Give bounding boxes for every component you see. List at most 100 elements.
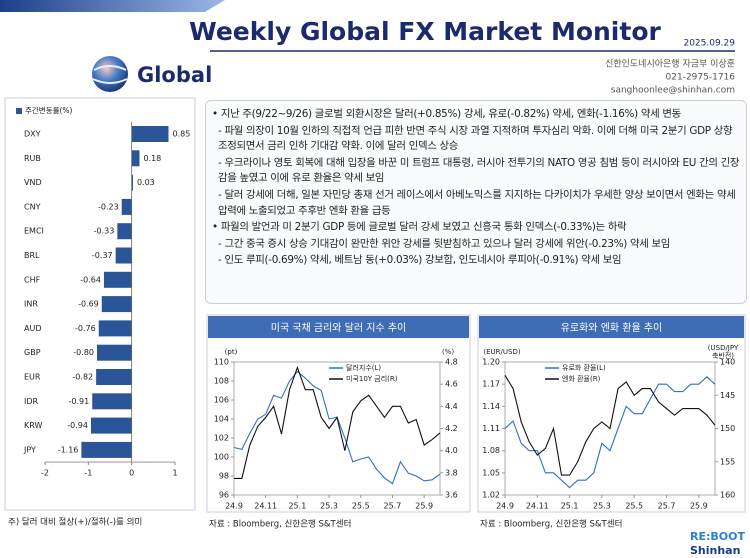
x-tick-label: 24.9 bbox=[225, 502, 243, 511]
value-label: -0.76 bbox=[75, 324, 96, 333]
data-line bbox=[504, 376, 716, 489]
bar bbox=[131, 126, 169, 142]
value-label: -0.80 bbox=[73, 348, 94, 357]
legend-label: 미국10Y 금리(R) bbox=[346, 374, 398, 383]
category-label: CHF bbox=[24, 275, 41, 284]
bar bbox=[97, 344, 132, 361]
chart-source: 자료 : Bloomberg, 신한은행 S&T센터 bbox=[480, 519, 622, 530]
y2-tick-label: 4.2 bbox=[445, 424, 458, 433]
x-tick-label: 25.7 bbox=[658, 502, 676, 511]
category-label: IDR bbox=[24, 397, 39, 406]
bar bbox=[96, 369, 132, 385]
bar bbox=[131, 150, 140, 167]
header-band bbox=[0, 0, 225, 12]
commentary-line: - 그간 중국 증시 상승 기대감이 완만한 위안 강세를 뒷받침하고 있으나 … bbox=[218, 237, 671, 250]
y2-tick-label: 4.6 bbox=[445, 380, 458, 389]
chart-title-band bbox=[208, 316, 469, 338]
contact-phone: 021-2975-1716 bbox=[666, 73, 736, 83]
value-label: -1.16 bbox=[58, 445, 79, 454]
chart-source: 자료 : Bloomberg, 신한은행 S&T센터 bbox=[209, 519, 351, 530]
y-unit: (EUR/USD) bbox=[483, 348, 520, 356]
globe-icon bbox=[92, 65, 128, 84]
value-label: -0.69 bbox=[78, 300, 99, 309]
value-label: -0.23 bbox=[98, 202, 119, 211]
y-tick-label: 110 bbox=[214, 358, 229, 367]
y2-tick-label: 3.6 bbox=[445, 491, 458, 500]
bar bbox=[90, 417, 132, 434]
value-label: -0.33 bbox=[94, 227, 115, 236]
chart-note: 주) 달러 대비 절상(+)/절하(-)를 의미 bbox=[8, 517, 142, 528]
y-tick-label: 100 bbox=[214, 453, 229, 462]
value-label: 0.18 bbox=[143, 154, 161, 163]
y2-unit: 축반전) bbox=[712, 351, 734, 360]
x-tick-label: 24.11 bbox=[254, 502, 277, 511]
data-line bbox=[234, 365, 441, 479]
chart-panel bbox=[206, 314, 471, 513]
legend-label: 유로화 환율(L) bbox=[562, 363, 606, 372]
legend-swatch bbox=[16, 108, 22, 114]
bar bbox=[81, 441, 132, 458]
category-label: GBP bbox=[24, 348, 41, 357]
plot-frame bbox=[233, 361, 441, 496]
legend-label: 주간변동률(%) bbox=[25, 105, 73, 115]
category-label: EUR bbox=[24, 373, 41, 382]
x-tick-label: 25.5 bbox=[352, 502, 370, 511]
bar bbox=[115, 247, 132, 264]
x-tick-label: 25.3 bbox=[320, 502, 338, 511]
commentary-line: • 파월의 발언과 미 2분기 GDP 등에 글로벌 달러 강세 보였고 신흥국… bbox=[212, 221, 627, 234]
bar bbox=[103, 271, 132, 288]
x-tick-label: 25.9 bbox=[415, 502, 433, 511]
report-date: 2025.09.29 bbox=[683, 39, 735, 49]
bar bbox=[121, 198, 132, 215]
y-tick-label: 96 bbox=[219, 491, 229, 500]
chart-panel bbox=[477, 314, 746, 513]
contact-email: sanghoonlee@shinhan.com bbox=[611, 86, 735, 96]
chart-title: 미국 국채 금리와 달러 지수 추이 bbox=[271, 322, 407, 334]
globe-icon bbox=[92, 56, 128, 92]
y-tick-label: 106 bbox=[214, 396, 229, 405]
category-label: JPY bbox=[23, 445, 36, 454]
bar bbox=[131, 174, 133, 191]
bar bbox=[92, 393, 132, 410]
commentary-box: • 지난 주(9/22~9/26) 글로벌 외환시장은 달러(+0.85%) 강… bbox=[205, 100, 747, 304]
y2-tick-label: 4.8 bbox=[445, 358, 458, 367]
bar-panel bbox=[4, 97, 196, 511]
y-tick-label: 104 bbox=[214, 415, 229, 424]
y2-tick-label: 140 bbox=[720, 358, 735, 367]
y2-tick-label: 155 bbox=[720, 457, 735, 466]
commentary-line: - 달러 강세에 더해, 일본 자민당 총재 선거 레이스에서 아베노믹스를 지… bbox=[218, 188, 736, 217]
y2-unit: (%) bbox=[442, 348, 454, 356]
y2-tick-label: 150 bbox=[720, 424, 735, 433]
category-label: BRL bbox=[24, 251, 40, 260]
value-label: -0.94 bbox=[67, 421, 88, 430]
x-tick-label: 0 bbox=[129, 469, 134, 478]
x-tick-label: 25.1 bbox=[288, 502, 306, 511]
footer-logo: RE:BOOT bbox=[690, 530, 745, 543]
y-tick-label: 1.20 bbox=[482, 358, 500, 367]
y-tick-label: 1.17 bbox=[482, 380, 500, 389]
commentary-line: - 파월 의장이 10월 인하의 직접적 언급 피한 반면 주식 시장 과열 지… bbox=[218, 124, 733, 153]
category-label: RUB bbox=[24, 154, 41, 163]
data-line bbox=[233, 370, 441, 485]
bar bbox=[98, 320, 132, 337]
y-tick-label: 1.05 bbox=[482, 468, 500, 477]
x-tick-label: 24.9 bbox=[496, 502, 514, 511]
y-tick-label: 108 bbox=[214, 377, 229, 386]
y-unit: (pt) bbox=[225, 348, 238, 356]
section-title: Global bbox=[137, 63, 212, 87]
y-tick-label: 98 bbox=[219, 472, 229, 481]
y-tick-label: 1.02 bbox=[482, 491, 500, 500]
value-label: -0.91 bbox=[69, 397, 90, 406]
y2-unit: (USD/JPY bbox=[708, 344, 739, 352]
x-tick-label: -1 bbox=[84, 469, 92, 478]
y-tick-label: 1.14 bbox=[482, 402, 500, 411]
value-label: -0.64 bbox=[80, 275, 101, 284]
y-tick-label: 1.11 bbox=[482, 424, 500, 433]
contact-name: 신한인도네시아은행 자금부 이상훈 bbox=[605, 58, 735, 70]
value-label: 0.85 bbox=[173, 130, 191, 139]
y2-tick-label: 4.0 bbox=[445, 446, 458, 455]
category-label: VND bbox=[24, 178, 42, 187]
